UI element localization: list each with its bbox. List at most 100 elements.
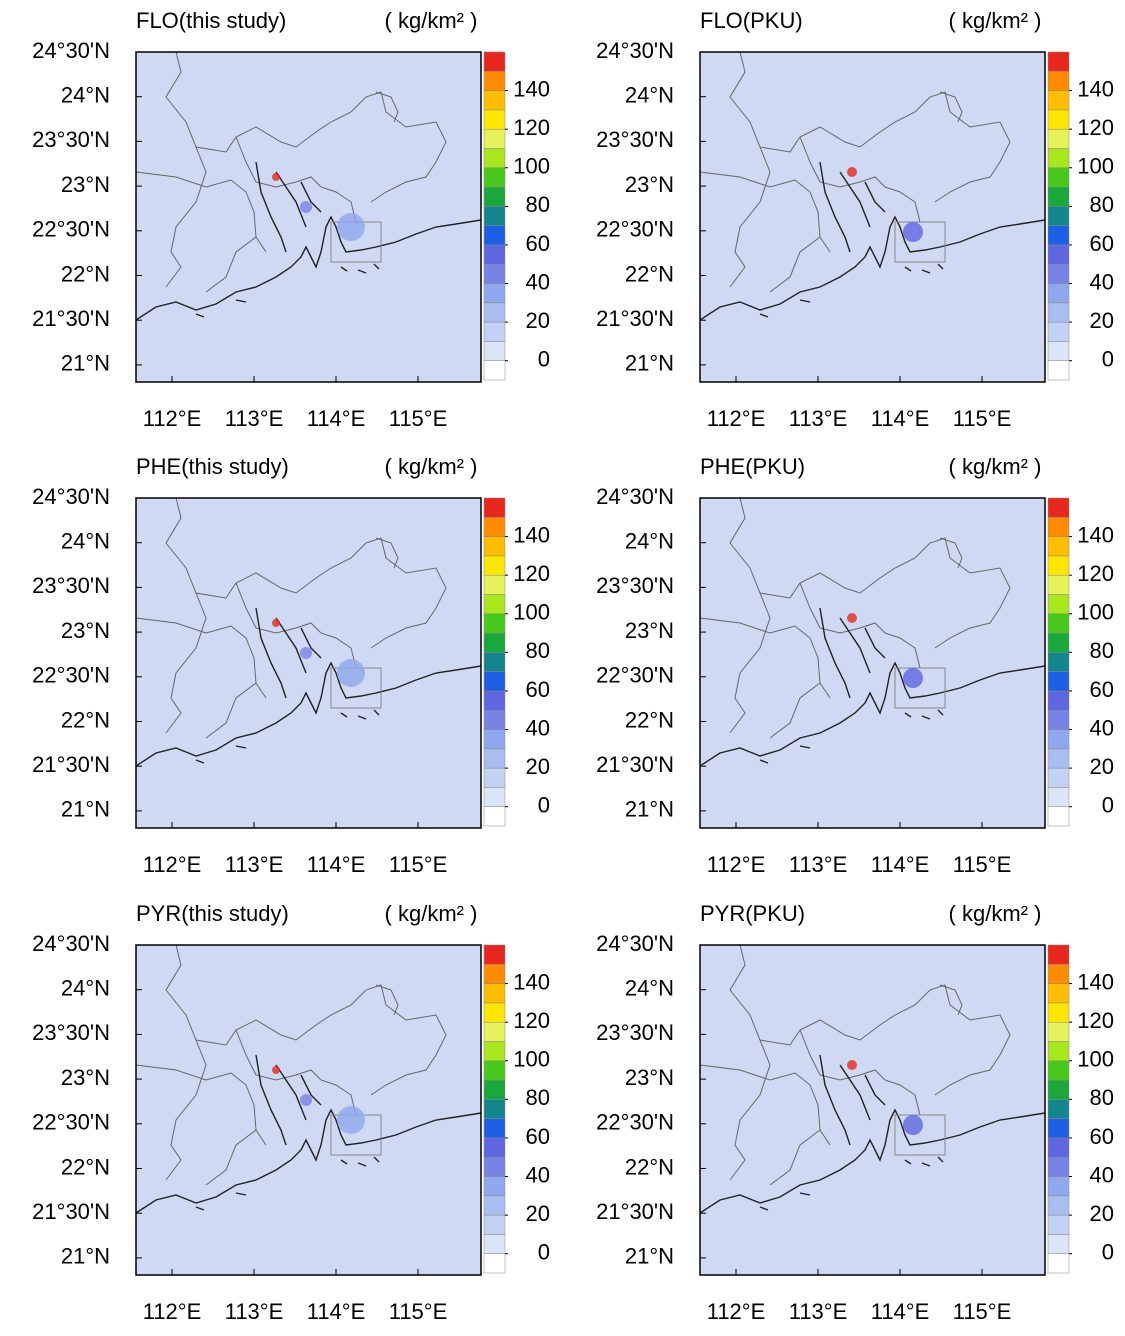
lon-label: 112°E [143,1299,202,1324]
colorbar-box [484,614,505,633]
colorbar-label: 80 [526,1085,550,1110]
colorbar-label: 0 [1102,347,1114,372]
colorbar-label: 80 [1090,192,1114,217]
colorbar-box [484,730,505,749]
colorbar-label: 80 [526,638,550,663]
lat-label: 22°30'N [596,1110,674,1135]
colorbar-label: 0 [1102,1240,1114,1265]
colorbar-box [1048,984,1069,1003]
colorbar-box [484,768,505,787]
colorbar-box [1048,594,1069,613]
lon-label: 115°E [389,852,448,877]
colorbar-box [1048,652,1069,671]
colorbar-label: 20 [526,754,550,779]
colorbar-box [1048,91,1069,110]
colorbar-box [1048,322,1069,341]
lat-label: 21°30'N [596,1199,674,1224]
hotspot [903,222,923,242]
colorbar-box [484,537,505,556]
lat-label: 24°30'N [32,484,110,509]
map-panel: PHE(PKU)( kg/km² )24°30'N24°N23°30'N23°N… [596,454,1114,877]
hotspot [847,1060,857,1070]
colorbar-box [484,322,505,341]
colorbar-box [484,652,505,671]
colorbar-box [1048,1157,1069,1176]
lat-label: 24°30'N [596,484,674,509]
colorbar-label: 60 [1090,231,1114,256]
map-area [136,498,481,828]
colorbar-label: 100 [1077,154,1114,179]
lon-label: 113°E [789,852,848,877]
lat-label: 23°N [625,172,674,197]
panel-title: FLO(this study) [136,8,286,33]
lat-label: 21°30'N [32,1199,110,1224]
colorbar-label: 60 [526,231,550,256]
lat-label: 22°N [61,261,110,286]
colorbar-box [484,148,505,167]
colorbar-label: 20 [1090,754,1114,779]
lat-label: 21°N [61,351,110,376]
colorbar-box [1048,1003,1069,1022]
colorbar-box [1048,749,1069,768]
colorbar-box [1048,110,1069,129]
colorbar-box [484,984,505,1003]
hotspot [337,1106,365,1134]
colorbar-label: 20 [526,308,550,333]
hotspot [903,668,923,688]
lon-label: 114°E [307,406,366,431]
lon-label: 113°E [225,852,284,877]
hotspot [847,167,857,177]
lat-label: 23°30'N [596,1020,674,1045]
colorbar-label: 40 [526,1162,550,1187]
lat-label: 23°N [625,618,674,643]
panel-title: PHE(PKU) [700,454,805,479]
colorbar-label: 80 [1090,638,1114,663]
colorbar-box [1048,1099,1069,1118]
map-area [700,945,1045,1275]
colorbar-box [1048,71,1069,90]
lat-label: 23°N [61,172,110,197]
colorbar-box [1048,1215,1069,1234]
lat-label: 22°30'N [32,1110,110,1135]
colorbar-label: 80 [526,192,550,217]
colorbar-label: 40 [526,269,550,294]
lon-label: 112°E [143,852,202,877]
lat-label: 22°N [625,707,674,732]
colorbar-box [484,245,505,264]
lat-label: 21°N [61,1244,110,1269]
map-panel: PHE(this study)( kg/km² )24°30'N24°N23°3… [32,454,550,877]
hotspot [272,619,280,627]
lon-label: 112°E [707,406,766,431]
lon-label: 114°E [871,406,930,431]
colorbar-box [1048,768,1069,787]
colorbar-label: 20 [526,1201,550,1226]
colorbar-box [1048,129,1069,148]
colorbar-box [484,1022,505,1041]
colorbar-box [484,71,505,90]
colorbar-box [1048,1234,1069,1253]
colorbar-box [484,1138,505,1157]
colorbar-box [1048,1196,1069,1215]
colorbar-label: 40 [526,715,550,740]
hotspot [272,173,280,181]
colorbar-box [484,807,505,826]
colorbar-box [484,1254,505,1273]
colorbar-box [484,129,505,148]
colorbar-label: 80 [1090,1085,1114,1110]
lon-label: 115°E [953,852,1012,877]
lat-label: 21°30'N [32,752,110,777]
colorbar-label: 100 [513,154,550,179]
lon-label: 115°E [953,406,1012,431]
colorbar-label: 120 [1077,1008,1114,1033]
lat-label: 24°30'N [596,38,674,63]
colorbar-box [484,52,505,71]
colorbar-label: 100 [1077,1047,1114,1072]
colorbar-label: 140 [1077,969,1114,994]
lon-label: 114°E [871,852,930,877]
map-area [136,52,481,382]
colorbar-label: 120 [513,1008,550,1033]
lat-label: 22°N [61,707,110,732]
map-panel: PYR(PKU)( kg/km² )24°30'N24°N23°30'N23°N… [596,901,1114,1324]
map-area [700,52,1045,382]
map-area [136,945,481,1275]
